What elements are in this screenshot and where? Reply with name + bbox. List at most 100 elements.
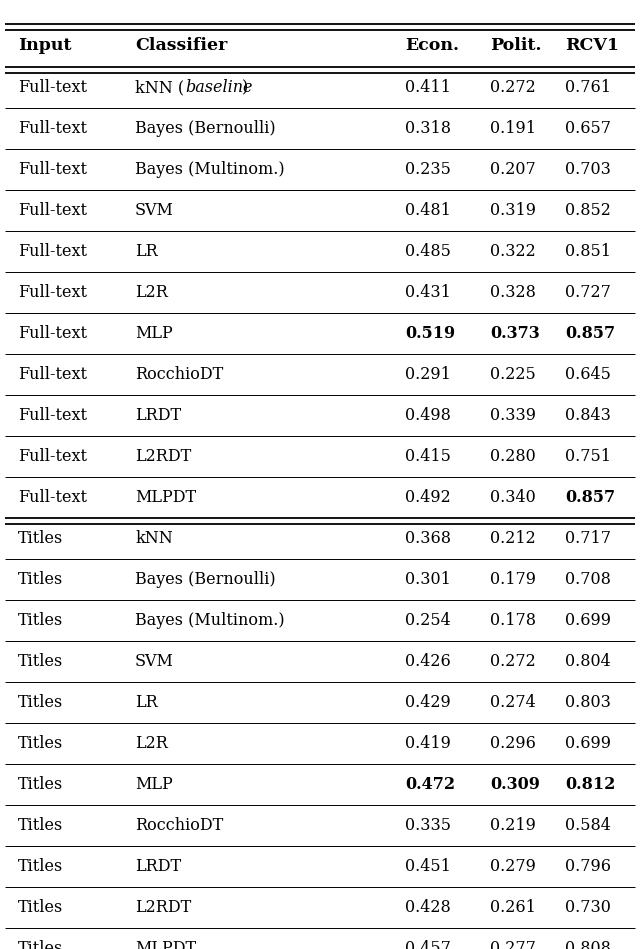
Text: 0.699: 0.699	[565, 735, 611, 752]
Text: 0.274: 0.274	[490, 694, 536, 711]
Text: 0.803: 0.803	[565, 694, 611, 711]
Text: Bayes (Bernoulli): Bayes (Bernoulli)	[135, 120, 276, 137]
Text: MLP: MLP	[135, 325, 173, 342]
Text: 0.857: 0.857	[565, 325, 615, 342]
Text: 0.699: 0.699	[565, 612, 611, 629]
Text: RocchioDT: RocchioDT	[135, 366, 223, 383]
Text: L2RDT: L2RDT	[135, 899, 191, 916]
Text: 0.426: 0.426	[405, 653, 451, 670]
Text: Polit.: Polit.	[490, 37, 541, 54]
Text: Titles: Titles	[18, 653, 63, 670]
Text: 0.235: 0.235	[405, 161, 451, 178]
Text: Bayes (Bernoulli): Bayes (Bernoulli)	[135, 571, 276, 588]
Text: 0.451: 0.451	[405, 858, 451, 875]
Text: 0.319: 0.319	[490, 202, 536, 219]
Text: Full-text: Full-text	[18, 325, 87, 342]
Text: LR: LR	[135, 243, 157, 260]
Text: 0.280: 0.280	[490, 448, 536, 465]
Text: 0.272: 0.272	[490, 653, 536, 670]
Text: 0.301: 0.301	[405, 571, 451, 588]
Text: 0.328: 0.328	[490, 284, 536, 301]
Text: 0.481: 0.481	[405, 202, 451, 219]
Text: Titles: Titles	[18, 817, 63, 834]
Text: L2R: L2R	[135, 284, 168, 301]
Text: kNN (: kNN (	[135, 79, 184, 96]
Text: Titles: Titles	[18, 530, 63, 547]
Text: 0.519: 0.519	[405, 325, 455, 342]
Text: 0.340: 0.340	[490, 489, 536, 506]
Text: SVM: SVM	[135, 202, 174, 219]
Text: Full-text: Full-text	[18, 448, 87, 465]
Text: 0.309: 0.309	[490, 776, 540, 793]
Text: SVM: SVM	[135, 653, 174, 670]
Text: 0.207: 0.207	[490, 161, 536, 178]
Text: RCV1: RCV1	[565, 37, 619, 54]
Text: 0.318: 0.318	[405, 120, 451, 137]
Text: Input: Input	[18, 37, 72, 54]
Text: MLPDT: MLPDT	[135, 489, 196, 506]
Text: LRDT: LRDT	[135, 407, 181, 424]
Text: MLPDT: MLPDT	[135, 940, 196, 949]
Text: 0.261: 0.261	[490, 899, 536, 916]
Text: 0.373: 0.373	[490, 325, 540, 342]
Text: Titles: Titles	[18, 694, 63, 711]
Text: 0.761: 0.761	[565, 79, 611, 96]
Text: 0.272: 0.272	[490, 79, 536, 96]
Text: LRDT: LRDT	[135, 858, 181, 875]
Text: Titles: Titles	[18, 899, 63, 916]
Text: 0.485: 0.485	[405, 243, 451, 260]
Text: 0.751: 0.751	[565, 448, 611, 465]
Text: 0.808: 0.808	[565, 940, 611, 949]
Text: 0.727: 0.727	[565, 284, 611, 301]
Text: 0.730: 0.730	[565, 899, 611, 916]
Text: 0.277: 0.277	[490, 940, 536, 949]
Text: Titles: Titles	[18, 776, 63, 793]
Text: ): )	[242, 79, 248, 96]
Text: 0.212: 0.212	[490, 530, 536, 547]
Text: L2RDT: L2RDT	[135, 448, 191, 465]
Text: Bayes (Multinom.): Bayes (Multinom.)	[135, 612, 285, 629]
Text: Titles: Titles	[18, 571, 63, 588]
Text: Full-text: Full-text	[18, 161, 87, 178]
Text: 0.254: 0.254	[405, 612, 451, 629]
Text: 0.457: 0.457	[405, 940, 451, 949]
Text: Full-text: Full-text	[18, 243, 87, 260]
Text: 0.851: 0.851	[565, 243, 611, 260]
Text: 0.428: 0.428	[405, 899, 451, 916]
Text: 0.498: 0.498	[405, 407, 451, 424]
Text: RocchioDT: RocchioDT	[135, 817, 223, 834]
Text: 0.796: 0.796	[565, 858, 611, 875]
Text: 0.368: 0.368	[405, 530, 451, 547]
Text: 0.411: 0.411	[405, 79, 451, 96]
Text: Titles: Titles	[18, 940, 63, 949]
Text: kNN: kNN	[135, 530, 173, 547]
Text: 0.717: 0.717	[565, 530, 611, 547]
Text: 0.178: 0.178	[490, 612, 536, 629]
Text: 0.225: 0.225	[490, 366, 536, 383]
Text: 0.852: 0.852	[565, 202, 611, 219]
Text: 0.279: 0.279	[490, 858, 536, 875]
Text: 0.219: 0.219	[490, 817, 536, 834]
Text: 0.843: 0.843	[565, 407, 611, 424]
Text: Full-text: Full-text	[18, 79, 87, 96]
Text: Bayes (Multinom.): Bayes (Multinom.)	[135, 161, 285, 178]
Text: 0.419: 0.419	[405, 735, 451, 752]
Text: 0.296: 0.296	[490, 735, 536, 752]
Text: 0.708: 0.708	[565, 571, 611, 588]
Text: Full-text: Full-text	[18, 489, 87, 506]
Text: 0.339: 0.339	[490, 407, 536, 424]
Text: Full-text: Full-text	[18, 366, 87, 383]
Text: 0.191: 0.191	[490, 120, 536, 137]
Text: 0.857: 0.857	[565, 489, 615, 506]
Text: 0.492: 0.492	[405, 489, 451, 506]
Text: Full-text: Full-text	[18, 120, 87, 137]
Text: Econ.: Econ.	[405, 37, 459, 54]
Text: 0.657: 0.657	[565, 120, 611, 137]
Text: Classifier: Classifier	[135, 37, 227, 54]
Text: 0.179: 0.179	[490, 571, 536, 588]
Text: Full-text: Full-text	[18, 284, 87, 301]
Text: 0.804: 0.804	[565, 653, 611, 670]
Text: Titles: Titles	[18, 612, 63, 629]
Text: MLP: MLP	[135, 776, 173, 793]
Text: 0.472: 0.472	[405, 776, 455, 793]
